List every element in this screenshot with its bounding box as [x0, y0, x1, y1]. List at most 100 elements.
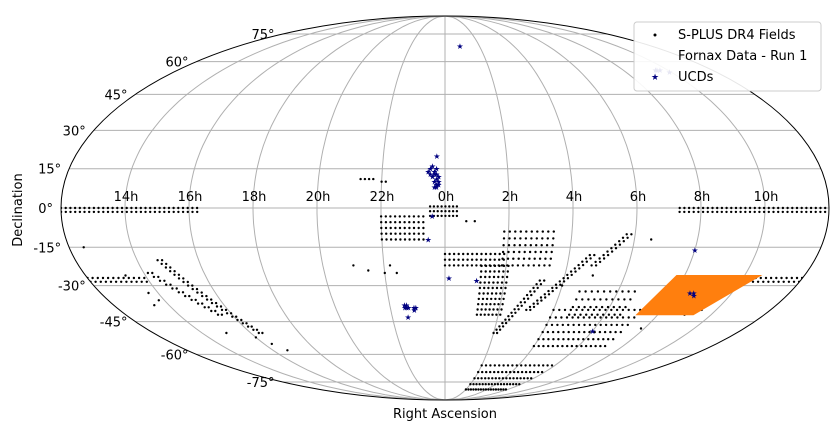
splus-field-point — [513, 371, 515, 373]
splus-field-point — [138, 277, 140, 279]
legend: S-PLUS DR4 Fields Fornax Data - Run 1 ★ … — [634, 22, 821, 91]
splus-field-point — [215, 302, 217, 304]
splus-field-point — [141, 281, 143, 283]
splus-field-point — [191, 211, 193, 213]
ucd-point: ★ — [445, 274, 452, 283]
ucd-point: ★ — [429, 212, 436, 221]
splus-field-point — [735, 207, 737, 209]
splus-field-point — [521, 305, 523, 307]
splus-field-point — [571, 345, 573, 347]
splus-field-point — [404, 238, 406, 240]
splus-field-point — [140, 211, 142, 213]
splus-field-point — [516, 364, 518, 366]
splus-field-point — [417, 215, 419, 217]
splus-field-point — [589, 324, 591, 326]
splus-field-point — [225, 332, 227, 334]
splus-field-point — [602, 338, 604, 340]
splus-field-point — [418, 227, 420, 229]
splus-field-point — [604, 309, 606, 311]
splus-field-point — [616, 324, 618, 326]
splus-field-point — [173, 274, 175, 276]
splus-field-point — [597, 290, 599, 292]
splus-field-point — [499, 314, 501, 316]
splus-field-point — [74, 211, 76, 213]
splus-field-point — [525, 371, 527, 373]
splus-field-point — [707, 207, 709, 209]
splus-field-point — [83, 246, 85, 248]
splus-field-point — [121, 207, 123, 209]
splus-field-point — [494, 383, 496, 385]
splus-field-point — [478, 292, 480, 294]
splus-field-point — [235, 316, 237, 318]
splus-field-point — [555, 287, 557, 289]
splus-field-point — [493, 371, 495, 373]
splus-field-point — [529, 306, 531, 308]
splus-field-point — [214, 310, 216, 312]
splus-field-point — [566, 316, 568, 318]
splus-field-point — [380, 181, 382, 183]
splus-field-point — [605, 316, 607, 318]
splus-field-point — [491, 377, 493, 379]
splus-field-point — [617, 298, 619, 300]
splus-field-point — [711, 211, 713, 213]
splus-field-point — [509, 230, 511, 232]
splus-field-point — [245, 322, 247, 324]
splus-field-point — [527, 377, 529, 379]
splus-field-point — [485, 383, 487, 385]
splus-field-point — [469, 383, 471, 385]
splus-field-point — [195, 299, 197, 301]
splus-field-point — [156, 259, 158, 261]
splus-field-point — [201, 302, 203, 304]
splus-field-point — [510, 312, 512, 314]
splus-field-point — [562, 338, 564, 340]
splus-field-point — [609, 290, 611, 292]
splus-field-point — [130, 211, 132, 213]
splus-field-point — [602, 254, 604, 256]
splus-field-point — [615, 290, 617, 292]
splus-field-point — [456, 205, 458, 207]
splus-field-point — [610, 247, 612, 249]
splus-field-point — [466, 259, 468, 261]
splus-field-point — [256, 329, 258, 331]
splus-field-point — [551, 251, 553, 253]
splus-field-point — [477, 303, 479, 305]
splus-field-point — [462, 253, 464, 255]
splus-field-point — [489, 364, 491, 366]
splus-field-point — [517, 308, 519, 310]
splus-field-point — [785, 277, 787, 279]
splus-field-point — [484, 308, 486, 310]
splus-field-point — [577, 316, 579, 318]
splus-field-point — [135, 211, 137, 213]
splus-field-point — [607, 254, 609, 256]
splus-field-point — [606, 250, 608, 252]
y-tick-label: -60° — [161, 348, 189, 363]
splus-field-point — [385, 221, 387, 223]
splus-field-point — [188, 295, 190, 297]
splus-field-point — [453, 253, 455, 255]
splus-field-point — [161, 259, 163, 261]
splus-field-point — [497, 281, 499, 283]
splus-field-point — [540, 251, 542, 253]
splus-field-point — [399, 238, 401, 240]
splus-field-point — [547, 345, 549, 347]
splus-field-point — [551, 364, 553, 366]
splus-field-point — [574, 267, 576, 269]
splus-field-point — [231, 316, 233, 318]
legend-marker-splus — [654, 34, 657, 37]
splus-field-point — [178, 277, 180, 279]
splus-field-point — [100, 281, 102, 283]
splus-field-point — [498, 364, 500, 366]
splus-field-point — [552, 338, 554, 340]
legend-label-ucds: UCDs — [678, 70, 714, 85]
splus-field-point — [161, 263, 163, 265]
splus-field-point — [604, 345, 606, 347]
splus-field-point — [529, 290, 531, 292]
splus-field-point — [489, 371, 491, 373]
splus-field-point — [158, 207, 160, 209]
splus-field-point — [494, 364, 496, 366]
splus-field-point — [546, 244, 548, 246]
splus-field-point — [457, 259, 459, 261]
splus-field-point — [519, 237, 521, 239]
splus-field-point — [465, 220, 467, 222]
splus-field-point — [593, 254, 595, 256]
